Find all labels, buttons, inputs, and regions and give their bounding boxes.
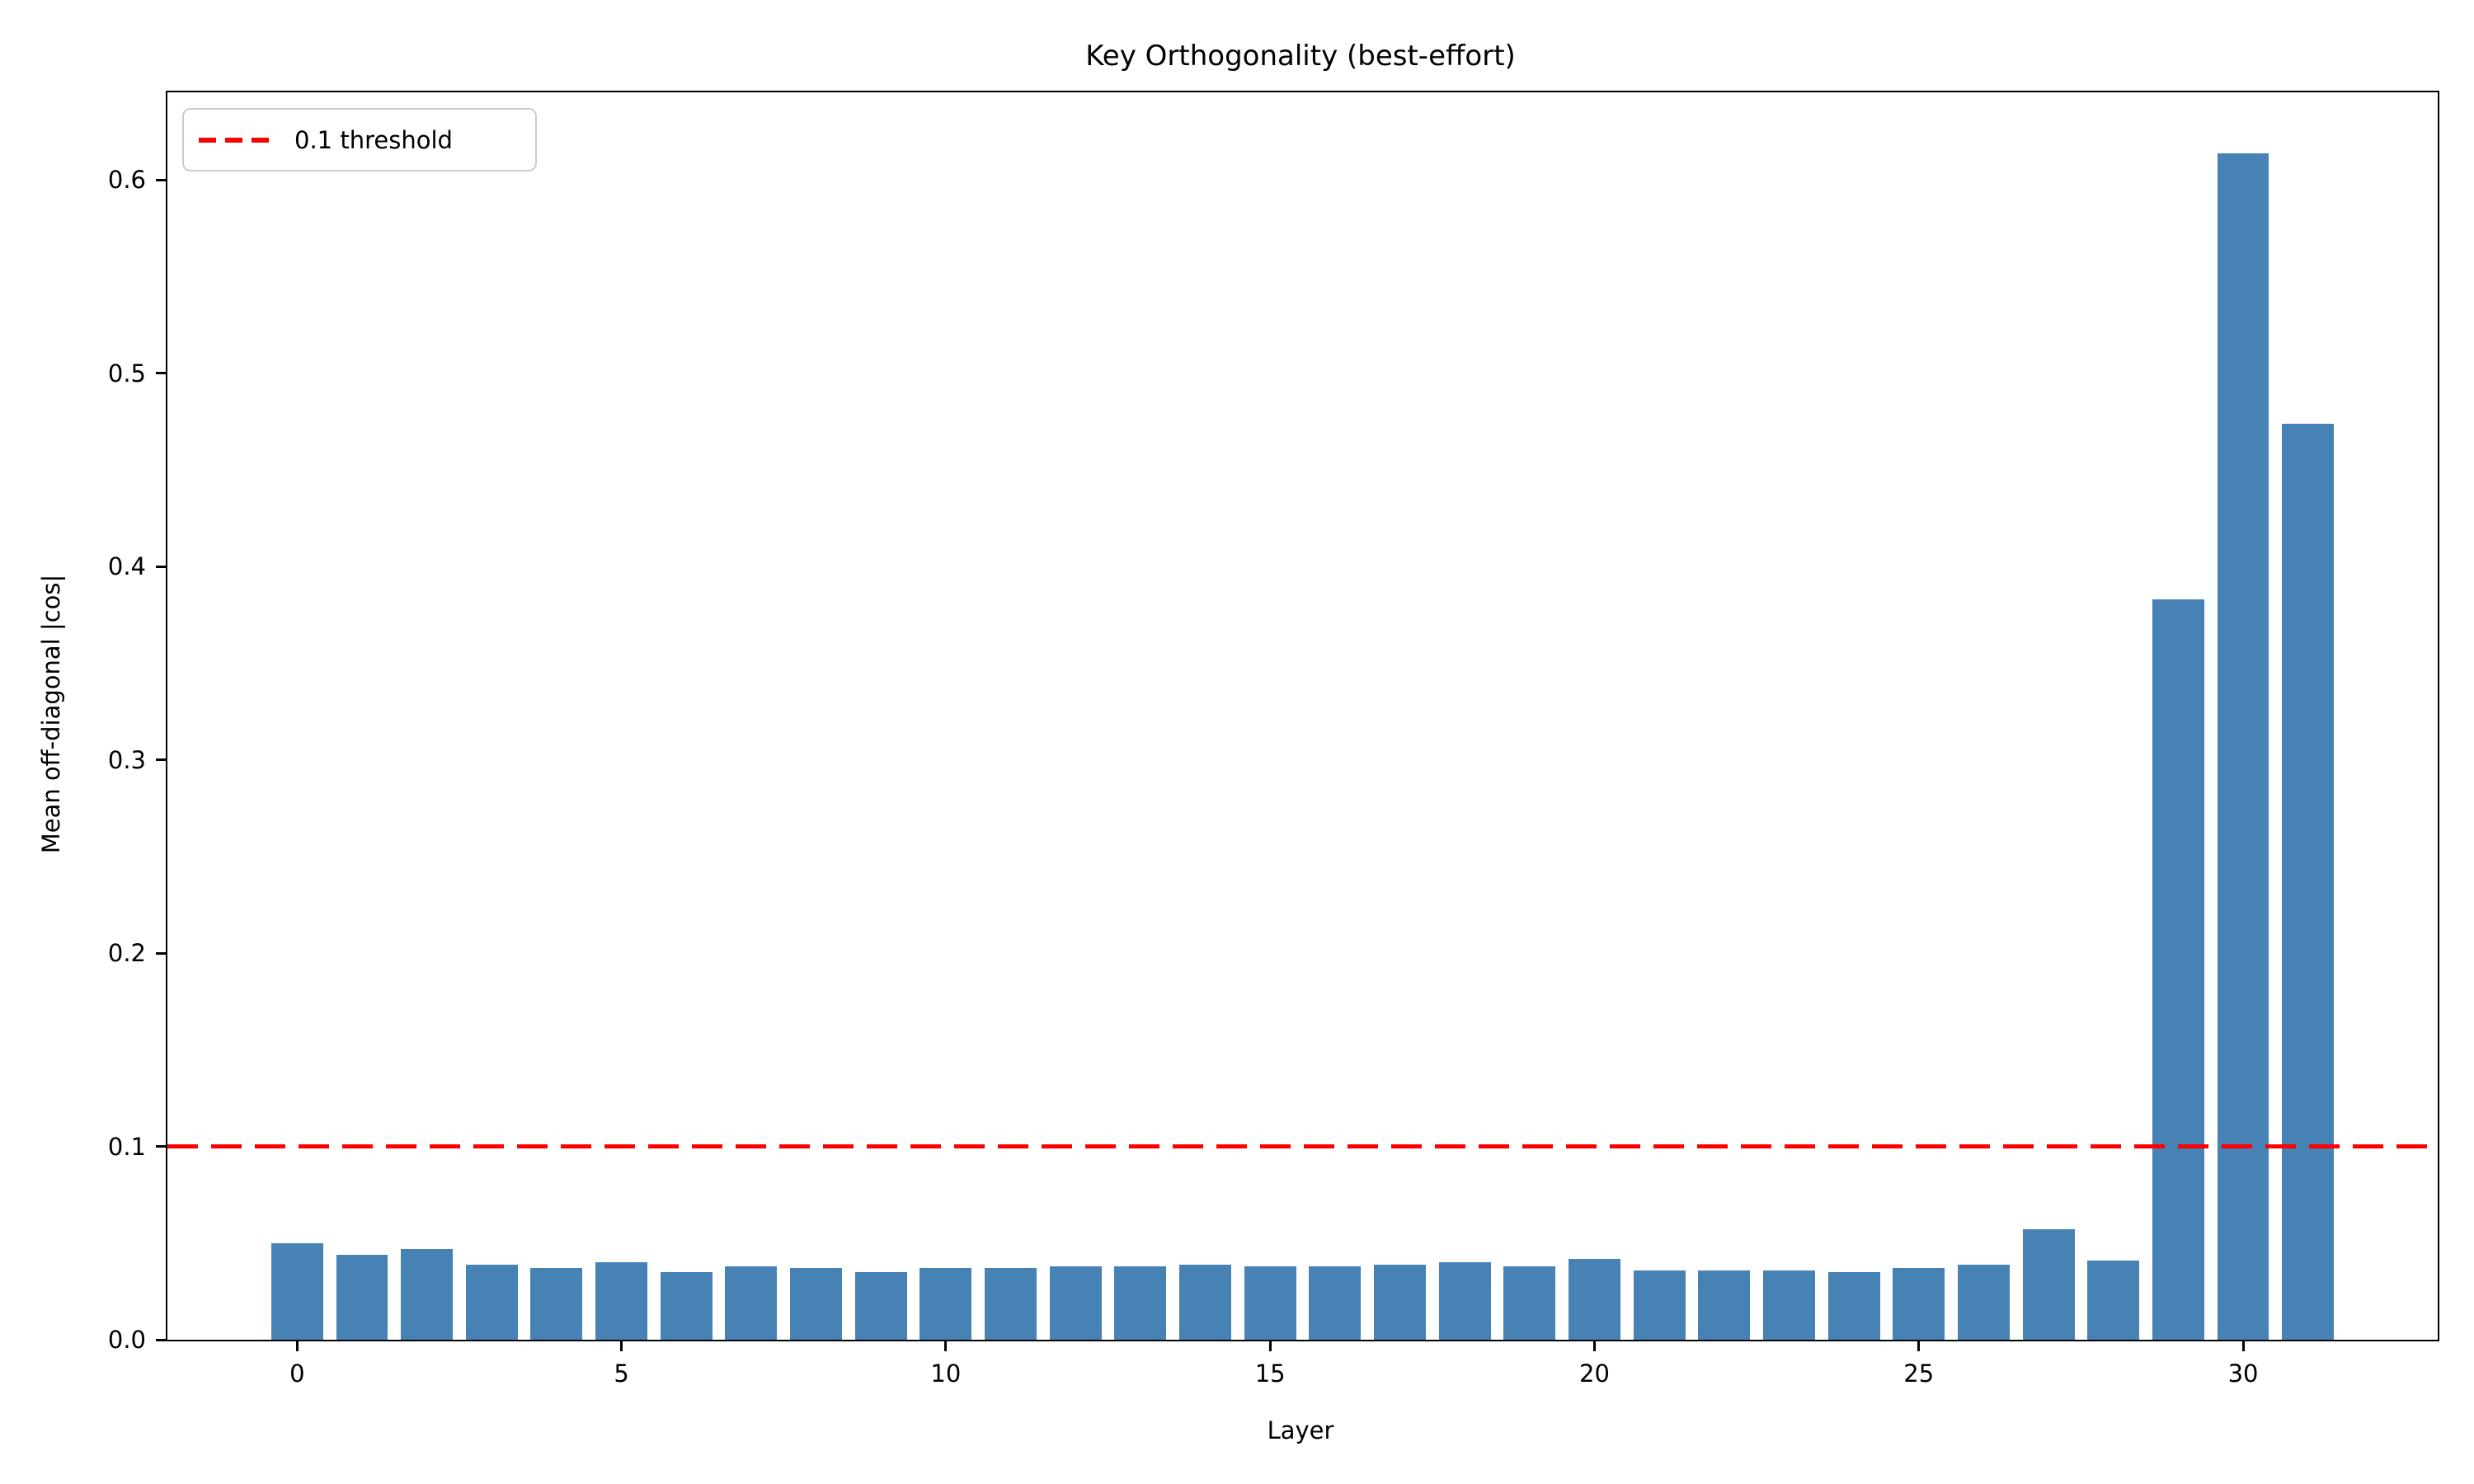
x-tick-label-5: 5 xyxy=(614,1360,629,1388)
bar-layer-31 xyxy=(2282,423,2335,1340)
bar-layer-5 xyxy=(595,1262,648,1340)
legend-label: 0.1 threshold xyxy=(294,125,453,154)
y-tick-label-0.2: 0.2 xyxy=(107,939,146,968)
y-tick-label-0.1: 0.1 xyxy=(107,1132,146,1161)
x-tick-10 xyxy=(944,1340,948,1351)
bar-layer-26 xyxy=(1957,1264,2010,1340)
bar-layer-13 xyxy=(1114,1266,1167,1340)
x-tick-label-0: 0 xyxy=(289,1360,305,1388)
y-tick-label-0.0: 0.0 xyxy=(107,1326,146,1354)
bar-layer-2 xyxy=(401,1248,454,1340)
x-tick-label-30: 30 xyxy=(2227,1360,2259,1388)
y-tick-0.6 xyxy=(156,178,167,181)
bar-layer-19 xyxy=(1503,1266,1556,1340)
x-tick-25 xyxy=(1917,1340,1921,1351)
chart-title: Key Orthogonality (best-effort) xyxy=(1085,40,1516,73)
x-tick-label-10: 10 xyxy=(930,1360,962,1388)
x-tick-label-25: 25 xyxy=(1903,1360,1935,1388)
plot-area: 0 5 10 15 20 25 30 0.0 0.1 0.2 0.3 0.4 0.5 0.6 xyxy=(108,91,2439,1388)
x-tick-label-15: 15 xyxy=(1254,1360,1286,1388)
y-tick-0.5 xyxy=(156,372,167,375)
bar-layer-29 xyxy=(2152,599,2204,1340)
bar-layer-0 xyxy=(270,1242,323,1340)
y-tick-0.4 xyxy=(156,565,167,568)
y-tick-0.2 xyxy=(156,951,167,955)
x-tick-0 xyxy=(295,1340,299,1351)
bar-layer-11 xyxy=(985,1268,1037,1340)
y-tick-label-0.3: 0.3 xyxy=(107,745,146,774)
bar-layer-20 xyxy=(1568,1258,1620,1340)
y-tick-label-0.5: 0.5 xyxy=(107,359,146,387)
y-tick-label-0.4: 0.4 xyxy=(107,552,146,581)
x-tick-20 xyxy=(1592,1340,1596,1351)
bar-layer-16 xyxy=(1309,1266,1362,1340)
bar-layer-3 xyxy=(465,1264,518,1340)
legend: 0.1 threshold xyxy=(182,108,537,171)
x-tick-label-20: 20 xyxy=(1579,1360,1610,1388)
x-tick-5 xyxy=(620,1340,623,1351)
bar-layer-24 xyxy=(1827,1271,1880,1340)
bar-layer-21 xyxy=(1633,1270,1686,1340)
y-tick-0.1 xyxy=(156,1145,167,1148)
bar-layer-30 xyxy=(2217,153,2269,1340)
bar-layer-22 xyxy=(1698,1270,1751,1340)
x-tick-15 xyxy=(1268,1340,1272,1351)
threshold-line xyxy=(167,1144,2438,1149)
y-tick-0.0 xyxy=(156,1338,167,1341)
bar-layer-25 xyxy=(1893,1268,1945,1340)
bar-layer-18 xyxy=(1438,1262,1491,1340)
bar-layer-8 xyxy=(790,1268,843,1340)
bar-layer-7 xyxy=(725,1266,778,1340)
y-tick-label-0.6: 0.6 xyxy=(107,166,146,195)
bar-layer-4 xyxy=(530,1268,583,1340)
bar-layer-14 xyxy=(1179,1264,1231,1340)
bar-layer-17 xyxy=(1374,1264,1426,1340)
bar-layer-28 xyxy=(2087,1260,2140,1340)
bar-layer-23 xyxy=(1762,1270,1815,1340)
bar-layer-1 xyxy=(336,1254,388,1340)
x-tick-30 xyxy=(2241,1340,2245,1351)
x-axis-label: Layer xyxy=(1267,1416,1334,1444)
bar-layer-6 xyxy=(660,1271,713,1340)
y-axis-label: Mean off-diagonal |cos| xyxy=(37,574,65,854)
bar-layer-9 xyxy=(854,1271,907,1340)
bar-layer-10 xyxy=(920,1268,972,1340)
y-tick-0.3 xyxy=(156,758,167,762)
bar-layer-15 xyxy=(1244,1266,1296,1340)
legend-dashed-line-icon xyxy=(199,137,270,143)
bar-layer-27 xyxy=(2022,1229,2075,1340)
bar-layer-12 xyxy=(1049,1266,1102,1340)
